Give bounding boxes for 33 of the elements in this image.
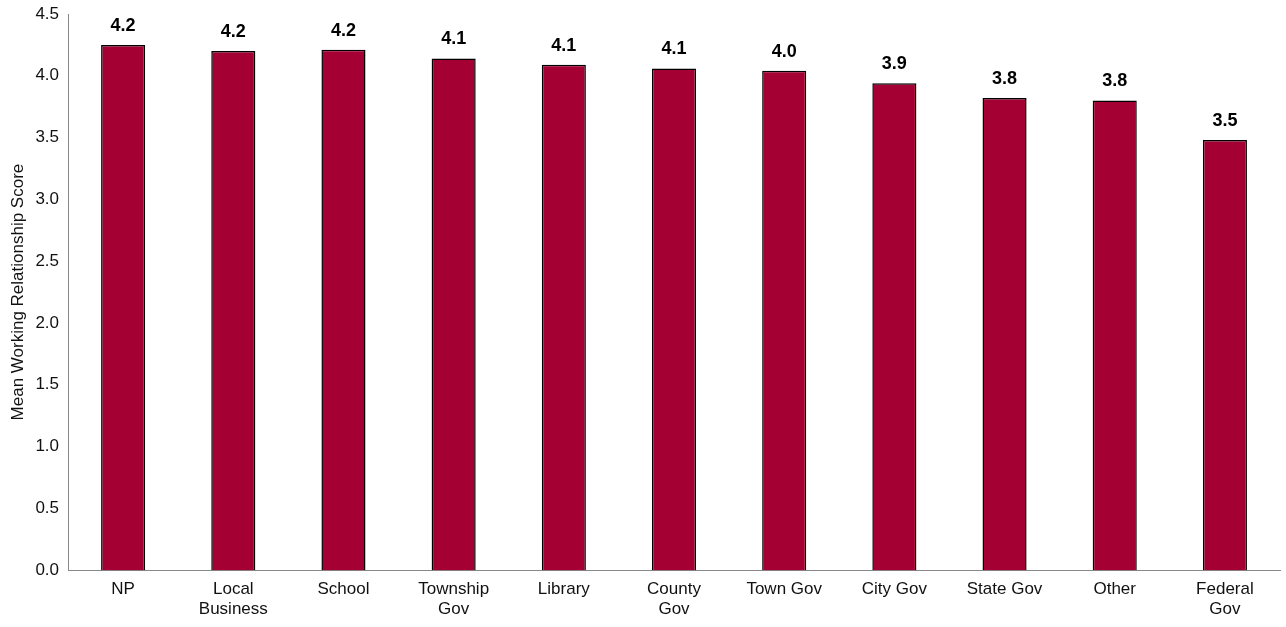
x-tick-label: Library <box>537 579 591 599</box>
data-label: 4.2 <box>330 19 356 40</box>
text: 0.0 <box>35 559 60 579</box>
text: 4.5 <box>35 3 60 23</box>
data-label: 3.8 <box>1102 70 1128 91</box>
y-axis-title: Mean Working Relationship Score <box>7 163 27 421</box>
text: 1.0 <box>35 436 60 456</box>
x-tick-label: Federal Gov <box>1196 579 1254 619</box>
data-label: 4.1 <box>661 38 687 59</box>
text: 3.5 <box>35 127 60 147</box>
x-tick-label: County Gov <box>647 579 702 619</box>
text: 3.0 <box>35 189 60 209</box>
data-label: 4.1 <box>551 34 577 55</box>
data-label: 4.2 <box>110 14 136 35</box>
x-tick-label: NP <box>111 579 135 599</box>
text: 4.0 <box>35 65 60 85</box>
data-label: 3.9 <box>881 53 907 74</box>
text: 1.5 <box>35 374 60 394</box>
data-label: 4.1 <box>441 28 467 49</box>
x-tick-label: Town Gov <box>746 579 823 599</box>
text: 2.5 <box>35 250 60 270</box>
x-tick-label: Township Gov <box>418 579 490 619</box>
data-label: 4.2 <box>220 21 246 42</box>
x-tick-label: City Gov <box>861 579 928 599</box>
text: 2.0 <box>35 312 60 332</box>
text: 0.5 <box>35 498 60 518</box>
x-tick-label: State Gov <box>966 579 1043 599</box>
data-label: 3.5 <box>1212 110 1238 131</box>
data-label: 4.0 <box>771 40 797 61</box>
x-tick-label: School <box>317 579 370 599</box>
x-tick-label: Local Business <box>198 579 268 619</box>
x-tick-label: Other <box>1093 579 1137 599</box>
data-label: 3.8 <box>992 68 1018 89</box>
